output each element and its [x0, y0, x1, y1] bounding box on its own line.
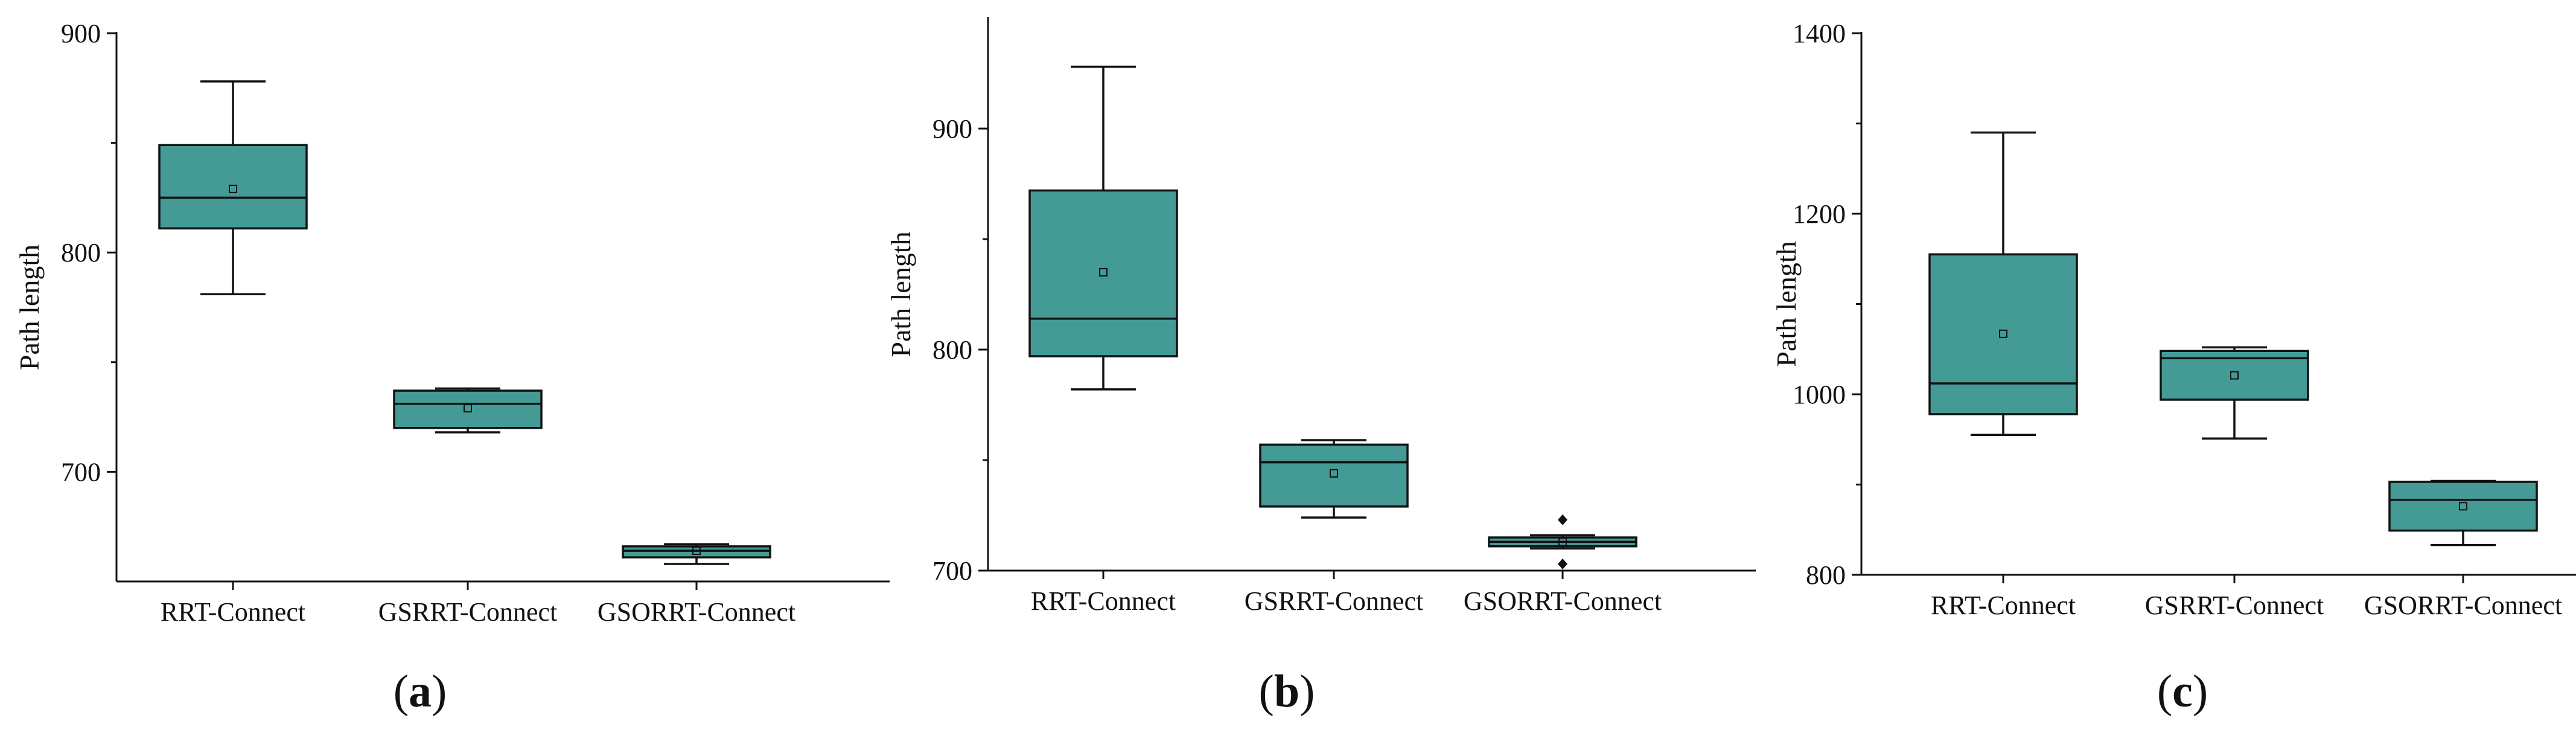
x-category-label: GSORRT-Connect [598, 597, 795, 627]
outlier-point [1558, 514, 1567, 525]
box-3 [622, 543, 771, 565]
box-1 [1028, 65, 1178, 391]
panel-label: (b) [1259, 666, 1315, 717]
iqr-box [1028, 189, 1178, 357]
panel-label: (c) [2157, 666, 2208, 717]
chart-panel-2: 700 800 900 Path length RRT-Connect GSRRT-Con… [885, 17, 1756, 717]
x-category-label: GSORRT-Connect [1464, 586, 1662, 616]
y-tick-label: 800 [933, 335, 972, 365]
box-2 [393, 387, 543, 434]
iqr-box [2388, 481, 2538, 532]
box-3 [1488, 514, 1637, 570]
chart-panel-1: 700 800 900 Path length RRT-Connect GSRRT-Con… [14, 19, 890, 717]
y-tick-label: 1000 [1793, 380, 1846, 409]
y-tick-label: 900 [933, 114, 972, 144]
mean-marker [1099, 267, 1108, 277]
box-2 [1259, 439, 1409, 519]
box-1 [158, 80, 308, 295]
box-2 [2160, 346, 2309, 440]
mean-marker [464, 404, 472, 413]
y-tick-label: 1200 [1793, 199, 1846, 229]
box-3 [2388, 479, 2538, 546]
x-category-label: RRT-Connect [1931, 591, 2076, 620]
iqr-box [393, 389, 543, 429]
y-tick-label: 700 [933, 556, 972, 586]
mean-marker [1558, 537, 1567, 546]
y-tick-label: 900 [61, 19, 101, 48]
y-tick-label: 800 [61, 238, 101, 267]
y-tick-label: 700 [61, 457, 101, 487]
mean-marker [1330, 469, 1338, 478]
y-axis-title: Path length [14, 245, 45, 370]
box-1 [1928, 131, 2078, 437]
x-category-label: RRT-Connect [161, 597, 305, 627]
iqr-box [622, 545, 771, 559]
y-axis-title: Path length [1771, 241, 1802, 367]
panel-label: (a) [394, 666, 447, 717]
y-tick-label: 1400 [1793, 19, 1846, 48]
y-axis-title: Path length [885, 231, 916, 357]
iqr-box [1259, 443, 1409, 508]
outlier-point [1558, 559, 1567, 570]
mean-marker [2459, 502, 2467, 511]
iqr-box [1928, 253, 2078, 415]
iqr-box [158, 144, 308, 229]
x-category-label: GSRRT-Connect [378, 597, 557, 627]
mean-marker [692, 546, 701, 556]
x-category-label: GSRRT-Connect [1245, 586, 1423, 616]
chart-panel-3: 800 1000 1200 1400 Path length RRT-Connect GSR… [1771, 19, 2576, 717]
y-tick-label: 800 [1806, 560, 1846, 590]
mean-marker [1999, 329, 2007, 338]
mean-marker [229, 184, 237, 193]
mean-marker [2230, 371, 2239, 380]
x-category-label: GSORRT-Connect [2364, 591, 2562, 620]
x-category-label: GSRRT-Connect [2145, 591, 2324, 620]
x-category-label: RRT-Connect [1031, 586, 1176, 616]
